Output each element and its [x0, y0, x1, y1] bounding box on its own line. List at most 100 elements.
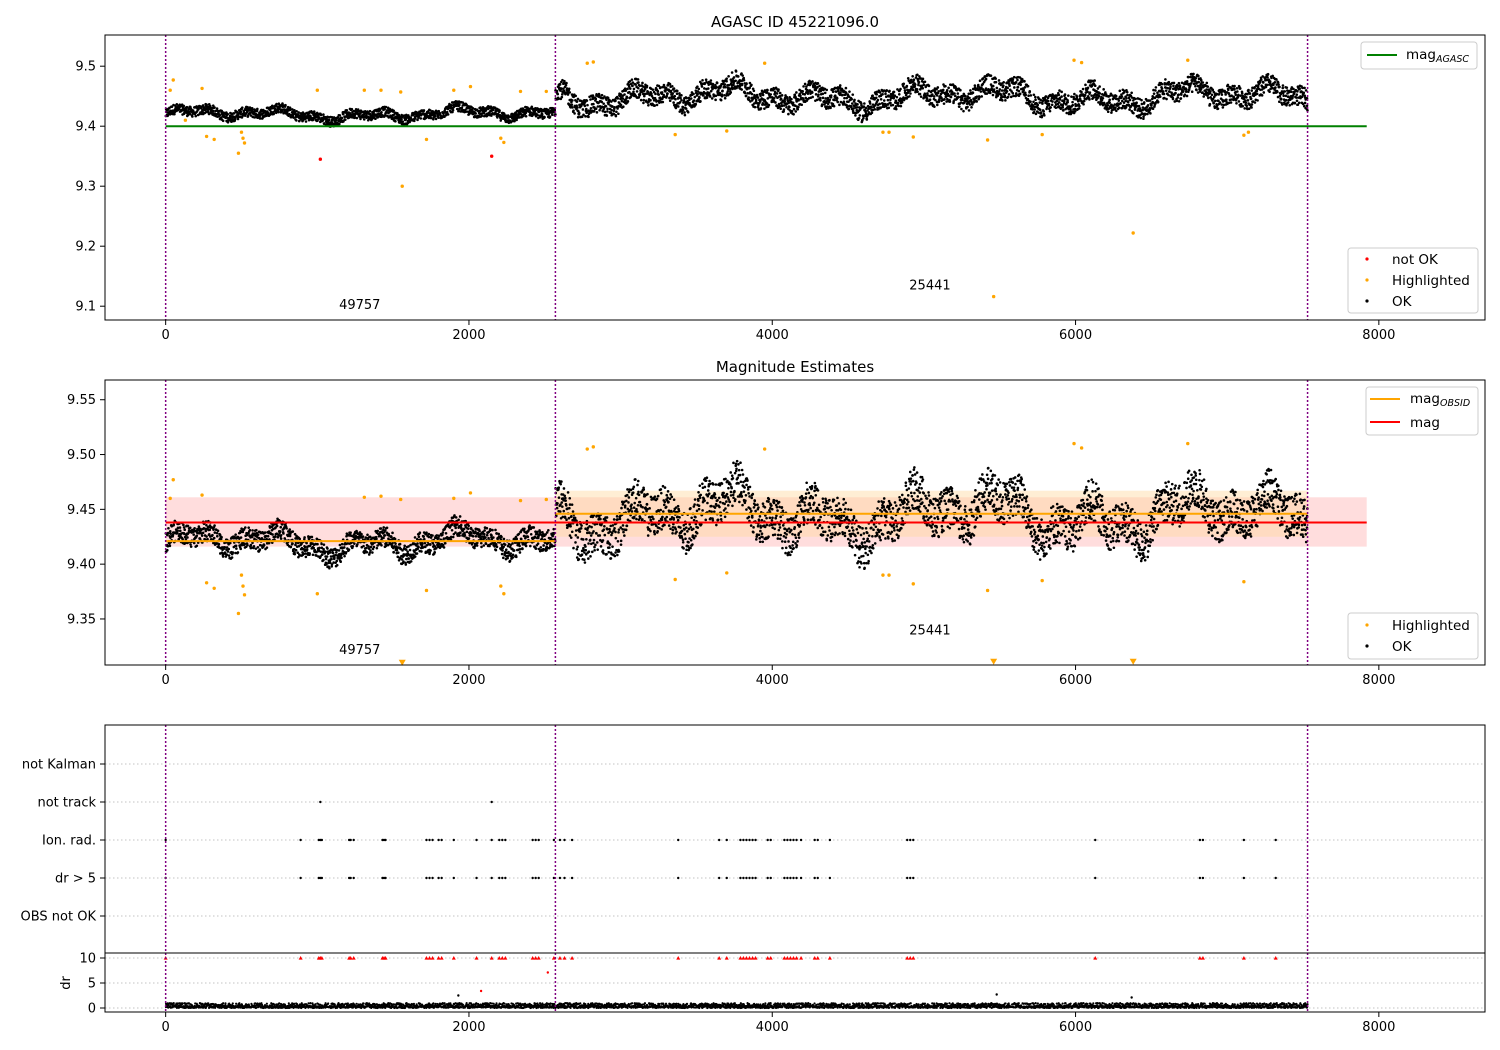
ok-point: [340, 556, 343, 560]
ok-point: [672, 87, 676, 90]
ok-point: [857, 116, 861, 120]
ok-point: [585, 99, 589, 102]
ok-point: [753, 105, 757, 109]
ok-point: [1070, 95, 1073, 98]
ok-point: [862, 105, 866, 108]
ok-point: [215, 531, 219, 535]
ok-point: [258, 548, 262, 551]
ok-point: [799, 94, 802, 98]
ok-point: [794, 110, 798, 113]
legend-upper-right: magAGASC: [1360, 41, 1478, 70]
ok-point: [1009, 95, 1013, 99]
ok-point: [1082, 102, 1085, 106]
ok-point: [304, 555, 308, 559]
ok-point: [1071, 103, 1075, 107]
ok-point: [1097, 94, 1101, 98]
ok-point: [1281, 86, 1285, 90]
ok-point: [1022, 89, 1025, 92]
ok-point: [1034, 95, 1037, 99]
ok-point: [1292, 87, 1295, 91]
ok-point: [1046, 99, 1050, 103]
ok-point: [168, 544, 172, 548]
ok-point: [991, 84, 995, 88]
ok-point: [661, 100, 665, 104]
ok-point: [567, 87, 571, 91]
ok-point: [649, 98, 652, 102]
ok-point: [570, 103, 574, 106]
ok-point: [675, 89, 679, 93]
ok-point: [434, 117, 438, 121]
ok-point: [871, 94, 874, 98]
ok-point: [682, 99, 686, 102]
ok-point: [474, 112, 477, 115]
ok-point: [247, 526, 251, 529]
ok-point: [171, 533, 175, 537]
ok-point: [615, 110, 618, 114]
x-tick-label: 8000: [1362, 328, 1395, 343]
ok-point: [556, 92, 560, 96]
ok-point: [1006, 95, 1010, 99]
ok-point: [401, 120, 405, 123]
ok-point: [1011, 91, 1015, 95]
ok-point: [1017, 89, 1021, 93]
ok-point: [714, 98, 717, 102]
ok-point: [837, 89, 840, 93]
ok-point: [1088, 91, 1092, 94]
ok-point: [906, 76, 910, 80]
ok-point: [327, 118, 331, 122]
ok-point: [1098, 92, 1102, 95]
ok-point: [182, 526, 186, 529]
ok-point: [897, 92, 901, 96]
legend-label: OK: [1392, 294, 1413, 310]
ok-point: [315, 111, 319, 115]
ok-point: [941, 88, 945, 92]
ok-point: [211, 109, 215, 113]
ok-point: [862, 117, 865, 120]
y-tick-label: 9.2: [75, 240, 96, 255]
ok-point: [555, 89, 559, 93]
ok-point: [515, 118, 518, 122]
ok-point: [723, 96, 727, 100]
ok-point: [574, 94, 578, 98]
ok-point: [759, 94, 762, 98]
data-point: [183, 118, 188, 122]
ok-point: [1248, 92, 1252, 95]
ok-point: [604, 104, 608, 108]
ok-point: [589, 98, 592, 101]
ok-point: [304, 552, 307, 555]
ok-point: [563, 79, 566, 83]
ok-point: [344, 118, 347, 121]
ok-point: [848, 90, 851, 93]
ok-point: [1206, 96, 1210, 100]
obsid-label: 25441: [909, 278, 950, 293]
ok-point: [889, 101, 892, 105]
data-point: [204, 134, 209, 139]
ok-point: [1016, 78, 1019, 82]
ok-point: [509, 120, 513, 124]
ok-point: [1034, 98, 1037, 102]
ok-point: [216, 529, 220, 533]
ok-point: [988, 91, 992, 95]
ok-point: [1101, 96, 1105, 100]
y-tick-label: 9.3: [75, 180, 96, 195]
ok-point: [188, 526, 192, 530]
ok-point: [239, 112, 242, 116]
ok-point: [1049, 106, 1052, 109]
ok-point: [1177, 93, 1181, 96]
ok-point: [1302, 91, 1306, 95]
ok-point: [911, 88, 915, 92]
ok-point: [684, 107, 688, 110]
ok-point: [742, 78, 746, 82]
ok-point: [681, 108, 685, 112]
ok-point: [304, 120, 308, 123]
ok-point: [369, 549, 372, 552]
ok-point: [705, 96, 709, 99]
ok-point: [1011, 78, 1015, 81]
ok-point: [211, 533, 214, 537]
ok-point: [1281, 84, 1285, 87]
ok-point: [182, 104, 186, 108]
ok-point: [653, 104, 656, 107]
data-point: [424, 137, 429, 142]
ok-point: [843, 96, 846, 100]
